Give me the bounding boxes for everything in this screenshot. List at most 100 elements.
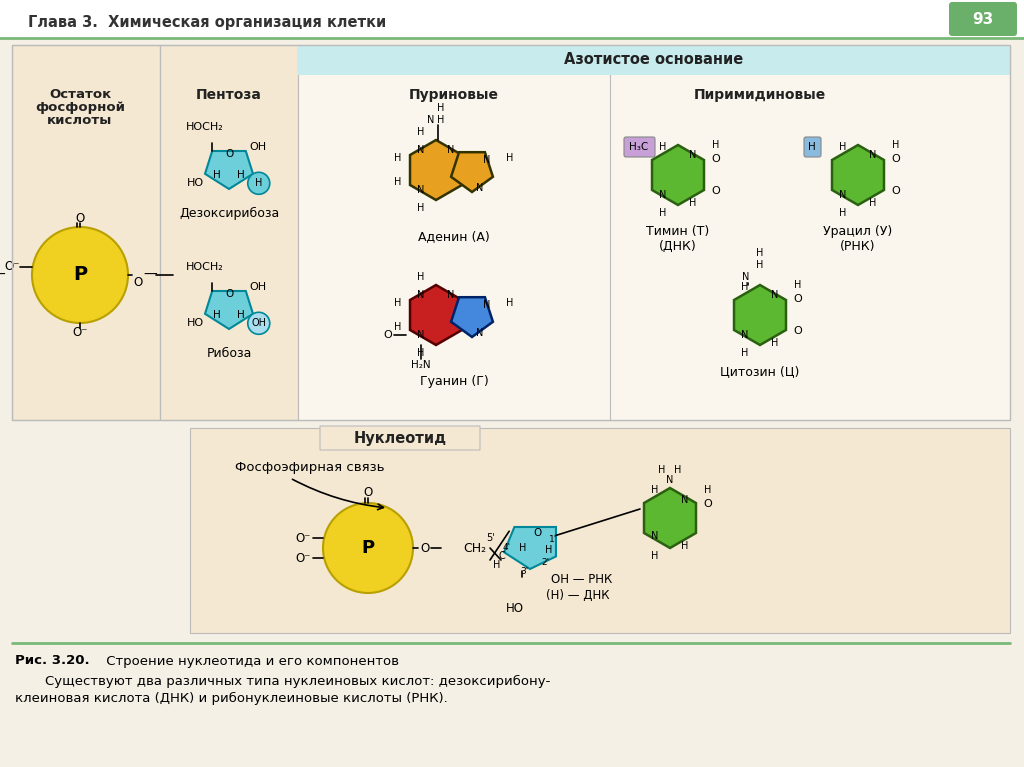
Text: N: N <box>659 190 667 200</box>
Text: N: N <box>427 115 434 125</box>
Text: C: C <box>498 551 505 561</box>
Text: H: H <box>418 127 425 137</box>
Text: Цитозин (Ц): Цитозин (Ц) <box>720 365 800 378</box>
Text: Пиримидиновые: Пиримидиновые <box>694 88 826 102</box>
Text: O: O <box>384 330 392 340</box>
Text: HOCH₂: HOCH₂ <box>186 122 224 132</box>
Text: H: H <box>771 338 778 348</box>
Circle shape <box>248 173 269 194</box>
Text: 3': 3' <box>520 567 529 575</box>
Text: N: N <box>483 155 490 165</box>
Text: 4': 4' <box>503 544 511 552</box>
Text: O: O <box>712 154 720 164</box>
Text: H: H <box>659 142 667 152</box>
Text: H: H <box>213 170 221 180</box>
Text: O⁻: O⁻ <box>73 327 88 340</box>
Text: H: H <box>394 298 401 308</box>
Text: —: — <box>143 268 157 282</box>
Text: H: H <box>238 170 245 180</box>
Text: O: O <box>794 326 803 336</box>
Text: H: H <box>394 322 401 332</box>
Bar <box>12 45 160 420</box>
Text: 93: 93 <box>973 12 993 27</box>
Text: N: N <box>681 495 689 505</box>
Text: OH: OH <box>249 142 266 152</box>
Text: Фосфоэфирная связь: Фосфоэфирная связь <box>234 462 384 475</box>
Text: H: H <box>659 208 667 218</box>
Text: N: N <box>869 150 877 160</box>
Polygon shape <box>410 140 462 200</box>
Text: (Н) — ДНК: (Н) — ДНК <box>546 588 609 601</box>
Text: H: H <box>213 310 221 320</box>
Text: N: N <box>447 290 455 300</box>
Text: O: O <box>225 149 233 159</box>
Text: H: H <box>757 260 764 270</box>
Bar <box>0 0 1024 38</box>
Polygon shape <box>833 145 884 205</box>
Text: O⁻: O⁻ <box>295 551 310 565</box>
Bar <box>190 428 1010 633</box>
Text: N: N <box>418 145 425 155</box>
Text: H: H <box>437 115 444 125</box>
Text: Пуриновые: Пуриновые <box>409 88 499 102</box>
Text: H₃C: H₃C <box>630 142 648 152</box>
Text: H: H <box>741 348 749 358</box>
Circle shape <box>248 312 269 334</box>
Text: Пентоза: Пентоза <box>196 88 262 102</box>
Text: H: H <box>675 465 682 475</box>
Text: H: H <box>437 103 444 113</box>
Text: N: N <box>840 190 847 200</box>
Text: H: H <box>418 203 425 213</box>
Text: H: H <box>681 541 689 551</box>
Polygon shape <box>652 145 703 205</box>
Text: OH — РНК: OH — РНК <box>551 573 612 586</box>
Text: Аденин (А): Аденин (А) <box>418 230 489 243</box>
Text: H: H <box>658 465 666 475</box>
Text: N: N <box>771 290 778 300</box>
Text: Дезоксирибоза: Дезоксирибоза <box>179 207 280 220</box>
Text: 2': 2' <box>542 558 550 568</box>
Text: N: N <box>418 330 425 340</box>
Text: N: N <box>741 330 749 340</box>
Text: N: N <box>483 300 490 310</box>
Text: H₂N: H₂N <box>412 360 431 370</box>
Text: O: O <box>76 212 85 225</box>
Polygon shape <box>410 285 462 345</box>
Text: H: H <box>808 142 816 152</box>
Text: Рис. 3.20.: Рис. 3.20. <box>15 654 90 667</box>
Text: CH₂: CH₂ <box>463 542 486 555</box>
Text: H: H <box>418 272 425 282</box>
Text: O: O <box>421 542 430 555</box>
Circle shape <box>32 227 128 323</box>
Text: HO: HO <box>186 318 204 328</box>
Text: H: H <box>892 140 900 150</box>
Text: клеиновая кислота (ДНК) и рибонуклеиновые кислоты (РНК).: клеиновая кислота (ДНК) и рибонуклеиновы… <box>15 692 447 705</box>
Text: —: — <box>0 268 5 282</box>
FancyBboxPatch shape <box>319 426 480 450</box>
Text: OH: OH <box>251 318 266 328</box>
Polygon shape <box>734 285 786 345</box>
Text: 1': 1' <box>549 535 557 544</box>
Text: HO: HO <box>186 178 204 189</box>
Text: O⁻: O⁻ <box>295 532 310 545</box>
Text: O: O <box>892 154 900 164</box>
Circle shape <box>323 503 413 593</box>
Text: H: H <box>394 177 401 187</box>
Text: N: N <box>476 183 483 193</box>
Bar <box>160 45 298 420</box>
Text: O: O <box>364 486 373 499</box>
Text: O: O <box>534 528 542 538</box>
FancyBboxPatch shape <box>804 137 821 157</box>
Text: кислоты: кислоты <box>47 114 113 127</box>
Text: Урацил (У)
(РНК): Урацил (У) (РНК) <box>823 225 893 253</box>
Text: N: N <box>689 150 696 160</box>
Text: H: H <box>255 178 262 189</box>
Text: Азотистое основание: Азотистое основание <box>564 52 743 67</box>
Text: H: H <box>518 543 526 553</box>
Text: O: O <box>712 186 720 196</box>
Polygon shape <box>452 152 493 192</box>
Text: N: N <box>742 272 750 282</box>
Text: H: H <box>713 140 720 150</box>
Text: H: H <box>741 282 749 292</box>
Text: O: O <box>703 499 713 509</box>
